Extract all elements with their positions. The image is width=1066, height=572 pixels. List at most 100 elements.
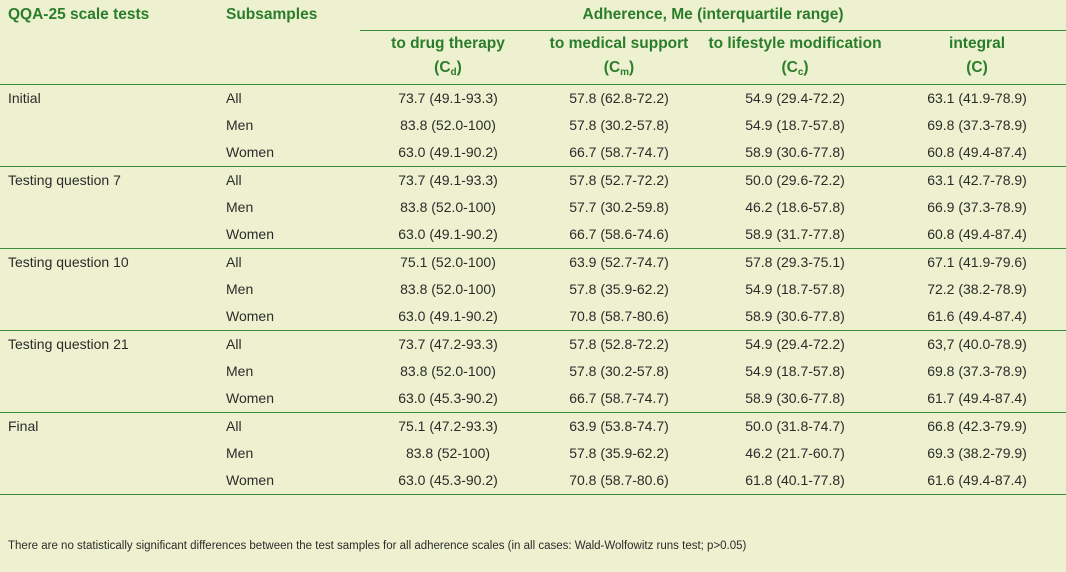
test-name-cell	[0, 276, 212, 303]
subsample-cell: Women	[226, 308, 274, 324]
header-test: QQA-25 scale tests	[8, 6, 150, 24]
value-cell: 50.0 (31.8-74.7)	[702, 412, 888, 440]
value-cell: 63.1 (42.7-78.9)	[888, 166, 1066, 194]
value-cell: 66.8 (42.3-79.9)	[888, 412, 1066, 440]
test-name-cell	[0, 194, 212, 221]
table-row: Men 83.8 (52.0-100) 57.8 (30.2-57.8) 54.9 (…	[0, 112, 1066, 139]
subsample-cell: Women	[226, 226, 274, 242]
value-cell: 46.2 (21.7-60.7)	[745, 445, 845, 461]
test-name-cell	[0, 221, 212, 249]
subsample-cell: All	[212, 84, 360, 112]
value-cell: 60.8 (49.4-87.4)	[927, 226, 1027, 242]
table-row: Final All 75.1 (47.2-93.3) 63.9 (53.8-74.7)…	[0, 412, 1066, 440]
test-name-cell: Initial	[0, 84, 212, 112]
test-name-cell: Testing question 21	[0, 330, 212, 358]
value-cell: 61.8 (40.1-77.8)	[702, 467, 888, 495]
table-row: Testing question 10 All 75.1 (52.0-100) 63.…	[0, 248, 1066, 276]
table-row: Women 63.0 (45.3-90.2) 66.7 (58.7-74.7) 58.…	[0, 385, 1066, 413]
test-name-cell	[0, 385, 212, 413]
value-cell: 57.8 (35.9-62.2)	[569, 281, 669, 297]
value-cell: 63.1 (41.9-78.9)	[888, 84, 1066, 112]
value-cell: 57.7 (30.2-59.8)	[569, 199, 669, 215]
value-cell: 67.1 (41.9-79.6)	[888, 248, 1066, 276]
value-cell: 69.8 (37.3-78.9)	[927, 117, 1027, 133]
value-cell: 57.8 (35.9-62.2)	[569, 445, 669, 461]
table-row: Women 63.0 (49.1-90.2) 70.8 (58.7-80.6) 58.…	[0, 303, 1066, 331]
subsample-cell: Men	[226, 117, 254, 133]
test-name-cell	[0, 467, 212, 495]
subsample-cell: All	[212, 166, 360, 194]
header-scale-symbol: (Cd)	[434, 59, 462, 78]
value-cell: 75.1 (47.2-93.3)	[360, 412, 536, 440]
value-cell: 83.8 (52.0-100)	[400, 199, 496, 215]
value-cell: 63.0 (45.3-90.2)	[360, 467, 536, 495]
value-cell: 54.9 (29.4-72.2)	[702, 330, 888, 358]
header-scale-label: to medical support	[549, 35, 689, 52]
subsample-cell: All	[212, 412, 360, 440]
header-subsamples: Subsamples	[226, 6, 318, 24]
test-name-cell	[0, 139, 212, 167]
value-cell: 73.7 (47.2-93.3)	[360, 330, 536, 358]
value-cell: 54.9 (29.4-72.2)	[702, 84, 888, 112]
header-scale-label: integral	[949, 35, 1006, 52]
value-cell: 83.8 (52.0-100)	[400, 363, 496, 379]
value-cell: 57.8 (52.7-72.2)	[536, 166, 702, 194]
test-name-cell: Testing question 10	[0, 248, 212, 276]
value-cell: 63.9 (52.7-74.7)	[536, 248, 702, 276]
adherence-table: QQA-25 scale tests Subsamples Adherence,…	[0, 0, 1066, 495]
footnote: There are no statistically significant d…	[8, 540, 747, 552]
subsample-cell: Women	[226, 144, 274, 160]
value-cell: 70.8 (58.7-80.6)	[569, 308, 669, 324]
value-cell: 58.9 (31.7-77.8)	[745, 226, 845, 242]
subsample-cell: Men	[226, 199, 254, 215]
table-row: Men 83.8 (52.0-100) 57.8 (35.9-62.2) 54.9 (…	[0, 276, 1066, 303]
value-cell: 73.7 (49.1-93.3)	[360, 166, 536, 194]
value-cell: 63,7 (40.0-78.9)	[888, 330, 1066, 358]
value-cell: 54.9 (18.7-57.8)	[745, 117, 845, 133]
value-cell: 66.7 (58.7-74.7)	[569, 390, 669, 406]
header-group-title: Adherence, Me (interquartile range)	[360, 0, 1066, 31]
table-row: Testing question 7 All 73.7 (49.1-93.3) 57.…	[0, 166, 1066, 194]
header-scale-symbol: (Cm)	[603, 59, 635, 78]
header-scale-label: to drug therapy	[391, 35, 505, 52]
test-name-cell	[0, 303, 212, 331]
value-cell: 61.7 (49.4-87.4)	[927, 390, 1027, 406]
value-cell: 63.0 (49.1-90.2)	[398, 226, 498, 242]
value-cell: 66.7 (58.7-74.7)	[569, 144, 669, 160]
table-row: Testing question 21 All 73.7 (47.2-93.3) 57…	[0, 330, 1066, 358]
test-name-cell	[0, 112, 212, 139]
value-cell: 61.6 (49.4-87.4)	[888, 467, 1066, 495]
value-cell: 57.8 (30.2-57.8)	[569, 363, 669, 379]
value-cell: 66.9 (37.3-78.9)	[927, 199, 1027, 215]
value-cell: 63.0 (49.1-90.2)	[398, 144, 498, 160]
value-cell: 72.2 (38.2-78.9)	[927, 281, 1027, 297]
test-name-cell	[0, 440, 212, 467]
value-cell: 60.8 (49.4-87.4)	[927, 144, 1027, 160]
table-row: Initial All 73.7 (49.1-93.3) 57.8 (62.8-72.…	[0, 84, 1066, 112]
table-row: Women 63.0 (49.1-90.2) 66.7 (58.7-74.7) 58.…	[0, 139, 1066, 167]
subsample-cell: Men	[226, 445, 254, 461]
table-body: Initial All 73.7 (49.1-93.3) 57.8 (62.8-72.…	[0, 84, 1066, 495]
header-scale-symbol: (Cc)	[781, 59, 809, 78]
table-row: Women 63.0 (45.3-90.2) 70.8 (58.7-80.6) 61.…	[0, 467, 1066, 495]
value-cell: 54.9 (18.7-57.8)	[745, 363, 845, 379]
value-cell: 70.8 (58.7-80.6)	[536, 467, 702, 495]
header-scale-symbol: (C)	[966, 59, 988, 76]
value-cell: 69.3 (38.2-79.9)	[927, 445, 1027, 461]
subsample-cell: Women	[212, 467, 360, 495]
value-cell: 57.8 (29.3-75.1)	[702, 248, 888, 276]
table-row: Women 63.0 (49.1-90.2) 66.7 (58.6-74.6) 58.…	[0, 221, 1066, 249]
value-cell: 57.8 (52.8-72.2)	[536, 330, 702, 358]
value-cell: 83.8 (52-100)	[405, 445, 491, 461]
value-cell: 83.8 (52.0-100)	[400, 117, 496, 133]
value-cell: 69.8 (37.3-78.9)	[927, 363, 1027, 379]
value-cell: 57.8 (30.2-57.8)	[569, 117, 669, 133]
test-name-cell: Testing question 7	[0, 166, 212, 194]
value-cell: 83.8 (52.0-100)	[400, 281, 496, 297]
subsample-cell: Men	[226, 281, 254, 297]
value-cell: 58.9 (30.6-77.8)	[745, 390, 845, 406]
subsample-cell: All	[212, 330, 360, 358]
value-cell: 75.1 (52.0-100)	[360, 248, 536, 276]
value-cell: 57.8 (62.8-72.2)	[536, 84, 702, 112]
